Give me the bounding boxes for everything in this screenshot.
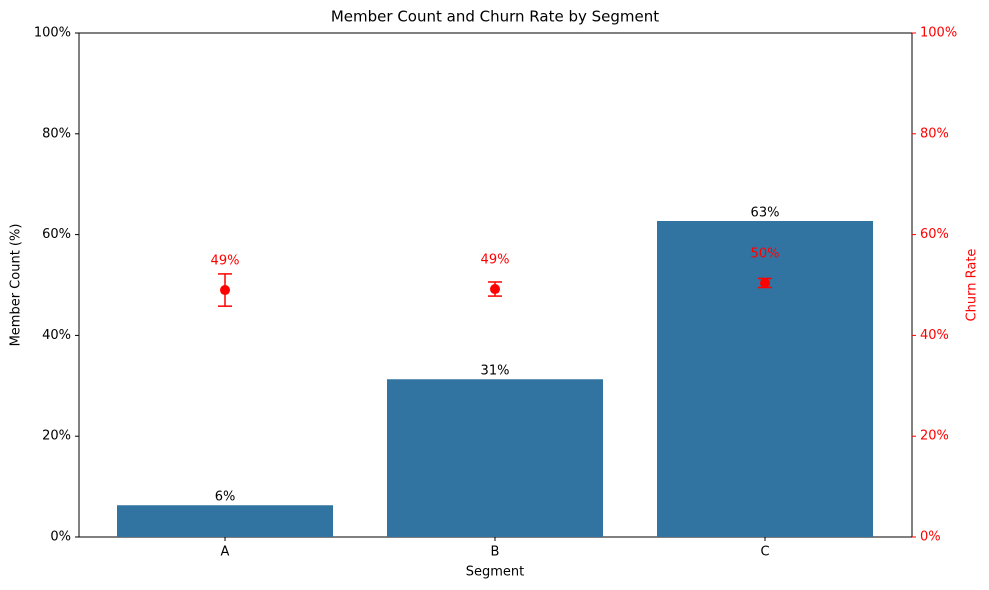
y2-tick-label: 20%: [920, 429, 949, 444]
y2-tick-label: 80%: [920, 126, 949, 141]
y2-tick-label: 0%: [920, 530, 941, 545]
y2-axis-label: Churn Rate: [965, 249, 980, 322]
y-tick-label: 0%: [50, 530, 71, 545]
point: [220, 285, 230, 296]
point-value-label: 50%: [751, 246, 780, 261]
bar-value-label: 6%: [215, 490, 236, 505]
y2-tick-label: 40%: [920, 328, 949, 343]
y-tick-label: 100%: [34, 26, 71, 41]
bar: [117, 505, 333, 537]
x-tick-label: B: [491, 545, 500, 560]
x-axis-label: Segment: [466, 565, 525, 580]
y-tick-label: 20%: [42, 429, 71, 444]
point-value-label: 49%: [481, 253, 510, 268]
y-axis-label: Member Count (%): [9, 224, 24, 347]
bar-value-label: 63%: [751, 205, 780, 220]
point: [490, 284, 500, 295]
point-value-label: 49%: [211, 254, 240, 269]
y2-tick-label: 60%: [920, 227, 949, 242]
x-tick-label: C: [760, 545, 769, 560]
bar: [657, 220, 873, 537]
x-tick-label: A: [221, 545, 230, 560]
y-tick-label: 40%: [42, 328, 71, 343]
y-tick-label: 60%: [42, 227, 71, 242]
point: [760, 277, 770, 288]
chart-title: Member Count and Churn Rate by Segment: [331, 8, 659, 26]
y-tick-label: 80%: [42, 126, 71, 141]
bar-value-label: 31%: [481, 364, 510, 379]
bar: [387, 379, 603, 537]
y2-tick-label: 100%: [920, 26, 957, 41]
